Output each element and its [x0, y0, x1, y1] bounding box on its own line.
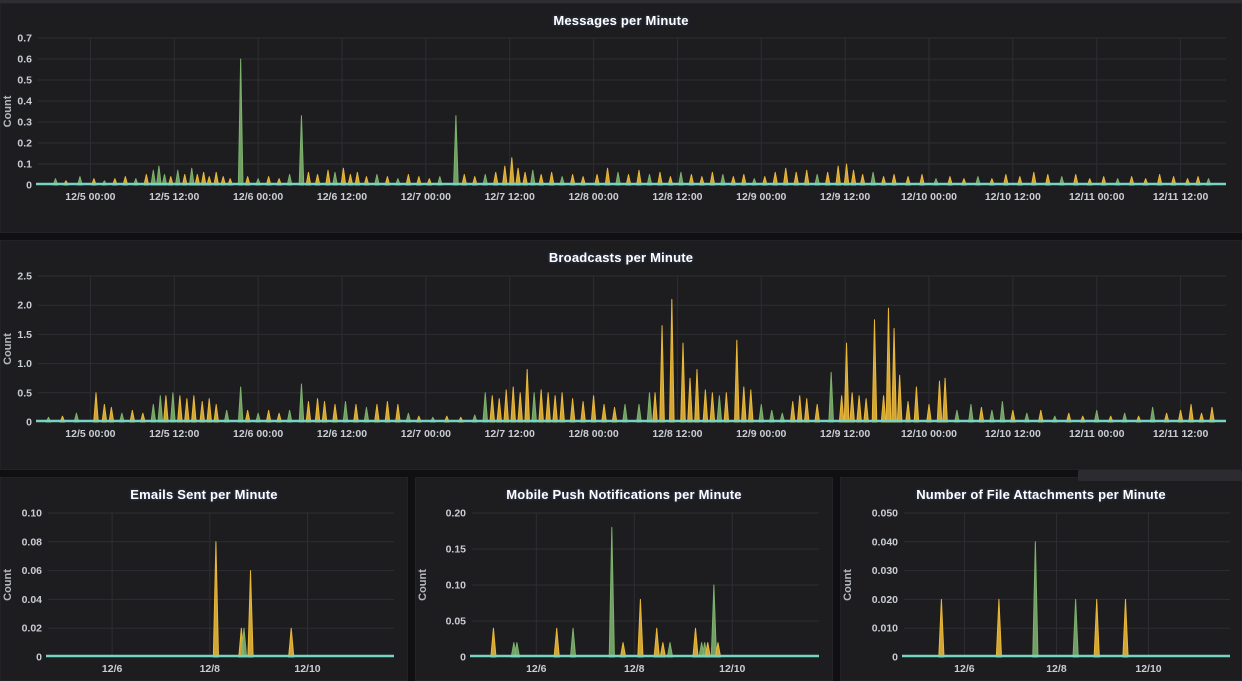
y-tick-label: 0.020 — [872, 594, 898, 606]
x-tick-label: 12/10 00:00 — [901, 191, 957, 203]
y-tick-label: 0 — [26, 417, 32, 429]
x-tick-label: 12/8 00:00 — [568, 191, 618, 203]
y-tick-label: 0.030 — [872, 565, 898, 577]
y-tick-label: 1.0 — [17, 358, 32, 370]
x-tick-label: 12/6 00:00 — [233, 191, 283, 203]
x-tick-label: 12/7 00:00 — [401, 428, 451, 440]
x-tick-label: 12/9 00:00 — [736, 191, 786, 203]
y-tick-label: 0.15 — [446, 544, 467, 556]
y-tick-label: 0.06 — [22, 565, 43, 577]
x-tick-label: 12/5 00:00 — [65, 191, 115, 203]
y-tick-label: 0 — [36, 652, 42, 664]
x-tick-label: 12/8 — [1046, 663, 1067, 675]
x-tick-label: 12/9 12:00 — [820, 191, 870, 203]
x-tick-label: 12/10 — [1135, 663, 1161, 675]
x-tick-label: 12/11 12:00 — [1153, 191, 1209, 203]
x-tick-label: 12/9 00:00 — [736, 428, 786, 440]
x-tick-label: 12/8 12:00 — [652, 428, 702, 440]
x-tick-label: 12/8 — [200, 663, 221, 675]
panel-messages-per-minute: Messages per Minute 0 0.1 0.2 0.3 0.4 0.5 0.6 0… — [0, 3, 1242, 233]
y-axis-label: Count — [2, 569, 14, 601]
window-top-border — [0, 0, 1242, 3]
y-tick-label: 0.4 — [17, 96, 32, 108]
y-tick-label: 0.6 — [17, 54, 32, 66]
x-tick-label: 12/11 00:00 — [1069, 428, 1125, 440]
chart-svg: 0 0.1 0.2 0.3 0.4 0.5 0.6 0.7 12/5 00:00 12/5 12:… — [2, 33, 1226, 203]
x-tick-label: 12/6 — [102, 663, 123, 675]
x-tick-label: 12/10 — [294, 663, 320, 675]
panel-emails-sent-per-minute: Emails Sent per Minute 0 0.02 0.04 0.06 0.08… — [0, 477, 408, 681]
x-tick-label: 12/5 12:00 — [149, 428, 199, 440]
x-tick-label: 12/5 00:00 — [65, 428, 115, 440]
y-tick-label: 0.04 — [22, 594, 43, 606]
plot-area[interactable] — [472, 513, 819, 657]
x-tick-label: 12/6 12:00 — [317, 191, 367, 203]
y-tick-label: 0.2 — [17, 138, 32, 150]
x-tick-label: 12/7 12:00 — [485, 191, 535, 203]
panel-title[interactable]: Number of File Attachments per Minute — [916, 487, 1166, 502]
chart-svg: 0 0.02 0.04 0.06 0.08 0.10 12/6 12/8 12/10 Count — [2, 508, 394, 675]
x-tick-label: 12/6 12:00 — [317, 428, 367, 440]
x-tick-label: 12/10 00:00 — [901, 428, 957, 440]
x-tick-label: 12/9 12:00 — [820, 428, 870, 440]
chart-svg: 0 0.010 0.020 0.030 0.040 0.050 12/6 12/8 12/10 C… — [842, 508, 1230, 675]
x-tick-label: 12/6 — [954, 663, 975, 675]
y-tick-label: 2.5 — [17, 271, 32, 283]
y-tick-label: 0 — [26, 180, 32, 192]
y-tick-label: 0.3 — [17, 117, 32, 129]
y-tick-label: 0.5 — [17, 75, 32, 87]
y-tick-label: 0.050 — [872, 508, 898, 520]
x-tick-label: 12/6 — [526, 663, 547, 675]
plot-area[interactable] — [904, 513, 1230, 657]
plot-area[interactable] — [38, 38, 1226, 185]
y-tick-label: 2.0 — [17, 300, 32, 312]
x-tick-label: 12/11 12:00 — [1153, 428, 1209, 440]
x-tick-label: 12/7 12:00 — [485, 428, 535, 440]
x-tick-label: 12/11 00:00 — [1069, 191, 1125, 203]
scrollbar-handle[interactable] — [1078, 470, 1242, 481]
y-tick-label: 0.10 — [22, 508, 43, 520]
y-tick-label: 0.10 — [446, 580, 467, 592]
y-tick-label: 0.010 — [872, 623, 898, 635]
panel-title[interactable]: Mobile Push Notifications per Minute — [506, 487, 742, 502]
y-tick-label: 0 — [892, 652, 898, 664]
y-tick-label: 0.08 — [22, 536, 43, 548]
y-tick-label: 0.040 — [872, 536, 898, 548]
y-tick-label: 0 — [460, 652, 466, 664]
y-tick-label: 0.05 — [446, 616, 467, 628]
y-tick-label: 0.02 — [22, 623, 43, 635]
plot-area[interactable] — [48, 513, 394, 657]
x-tick-label: 12/10 12:00 — [985, 428, 1041, 440]
y-axis-label: Count — [842, 569, 854, 601]
x-tick-label: 12/8 — [624, 663, 645, 675]
chart-svg: 0 0.05 0.10 0.15 0.20 12/6 12/8 12/10 Count — [417, 508, 819, 675]
y-tick-label: 1.5 — [17, 329, 32, 341]
x-tick-label: 12/10 — [719, 663, 745, 675]
y-tick-label: 0.7 — [17, 33, 32, 45]
y-tick-label: 0.20 — [446, 508, 467, 520]
x-tick-label: 12/6 00:00 — [233, 428, 283, 440]
x-tick-label: 12/10 12:00 — [985, 191, 1041, 203]
x-tick-label: 12/5 12:00 — [149, 191, 199, 203]
y-tick-label: 0.5 — [17, 387, 32, 399]
x-tick-label: 12/7 00:00 — [401, 191, 451, 203]
y-tick-label: 0.1 — [17, 159, 32, 171]
panel-title[interactable]: Broadcasts per Minute — [548, 250, 694, 265]
x-tick-label: 12/8 12:00 — [652, 191, 702, 203]
panel-title[interactable]: Messages per Minute — [553, 13, 689, 28]
panel-title[interactable]: Emails Sent per Minute — [130, 487, 278, 502]
x-tick-label: 12/8 00:00 — [568, 428, 618, 440]
y-axis-label: Count — [417, 569, 429, 601]
panel-mobile-push-notifications-per-minute: Mobile Push Notifications per Minute 0 0.… — [415, 477, 833, 681]
y-axis-label: Count — [2, 95, 14, 127]
chart-svg: 0 0.5 1.0 1.5 2.0 2.5 12/5 00:00 12/5 12:00 12/6… — [2, 271, 1226, 440]
y-axis-label: Count — [2, 333, 14, 365]
panel-broadcasts-per-minute: Broadcasts per Minute 0 0.5 1.0 1.5 2.0 2.5 12… — [0, 240, 1242, 470]
plot-area[interactable] — [38, 276, 1226, 422]
